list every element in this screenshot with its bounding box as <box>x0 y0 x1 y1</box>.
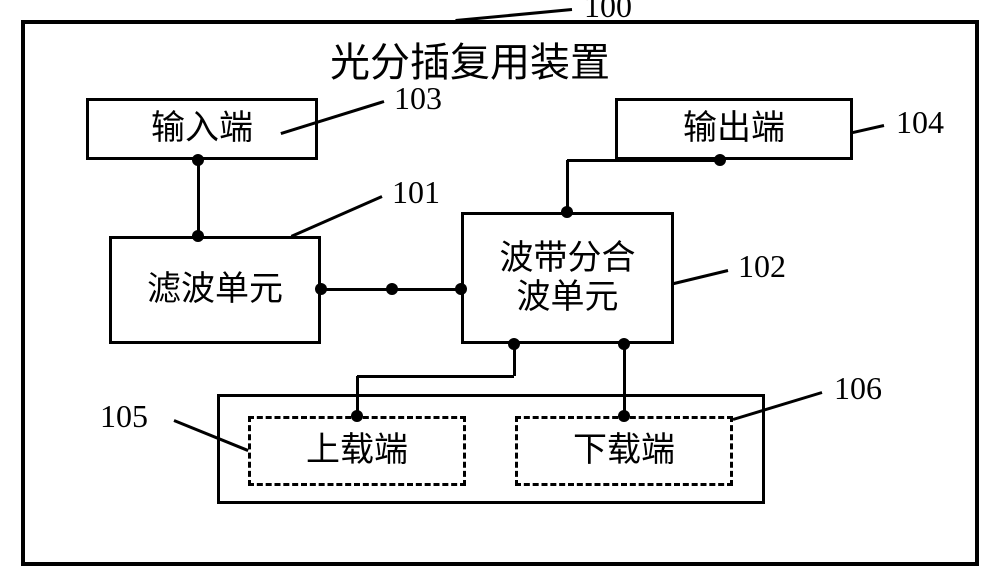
block-103: 输入端 <box>86 98 318 160</box>
junction-dot <box>192 230 204 242</box>
junction-dot <box>386 283 398 295</box>
connector <box>197 160 200 236</box>
ref-label: 104 <box>896 104 944 141</box>
ref-label: 103 <box>394 80 442 117</box>
ref-label: 100 <box>584 0 632 25</box>
junction-dot <box>192 154 204 166</box>
block-106: 下载端 <box>515 416 733 486</box>
block-101: 滤波单元 <box>109 236 321 344</box>
connector <box>623 344 626 416</box>
ref-label: 101 <box>392 174 440 211</box>
junction-dot <box>508 338 520 350</box>
ref-label: 102 <box>738 248 786 285</box>
block-102: 波带分合波单元 <box>461 212 674 344</box>
block-105: 上载端 <box>248 416 466 486</box>
connector <box>567 159 720 162</box>
junction-dot <box>561 206 573 218</box>
connector <box>566 160 569 212</box>
connector <box>357 375 514 378</box>
ref-label: 105 <box>100 398 148 435</box>
junction-dot <box>618 338 630 350</box>
diagram-canvas: 光分插复用装置输入端 输出端滤波单元 波带分合波单元上载端下载端 100 103 104 1… <box>0 0 1000 586</box>
block-104: 输出端 <box>615 98 853 160</box>
junction-dot <box>618 410 630 422</box>
junction-dot <box>315 283 327 295</box>
junction-dot <box>351 410 363 422</box>
junction-dot <box>455 283 467 295</box>
junction-dot <box>714 154 726 166</box>
ref-label: 106 <box>834 370 882 407</box>
diagram-title: 光分插复用装置 <box>330 30 610 88</box>
